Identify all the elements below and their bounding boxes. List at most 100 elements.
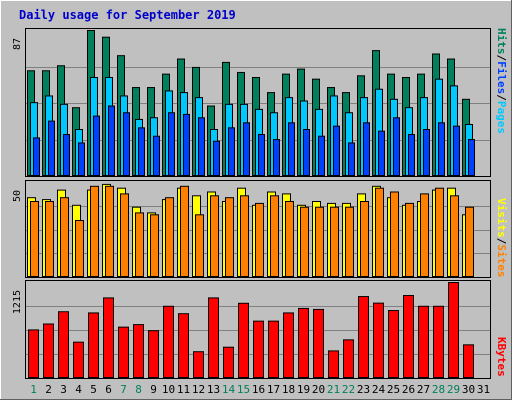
sites-bar [225, 197, 234, 277]
sites-bar [195, 214, 204, 278]
kbytes-bar [283, 312, 294, 378]
pages-bar [153, 135, 160, 176]
pages-bar [243, 122, 250, 176]
sites-bar [135, 212, 144, 277]
pages-bar [288, 122, 295, 176]
pages-bar [273, 139, 280, 176]
day-label: 20 [312, 383, 325, 396]
kbytes-bar [253, 320, 264, 378]
legend-files: Files [495, 61, 508, 94]
pages-bar [393, 117, 400, 176]
day-label: 14 [222, 383, 236, 396]
day-label: 21 [327, 383, 340, 396]
kbytes-bar [148, 330, 159, 379]
pages-bar [453, 125, 460, 176]
pages-bar [78, 142, 85, 176]
chart-title: Daily usage for September 2019 [19, 8, 236, 22]
kbytes-bar [88, 312, 99, 378]
sites-bar [375, 187, 384, 277]
day-label: 6 [105, 383, 112, 396]
sites-bar [345, 206, 354, 277]
day-label: 17 [267, 383, 280, 396]
sites-bar [450, 195, 459, 277]
sites-bar [285, 201, 294, 277]
pages-bar [423, 129, 430, 176]
pages-bar [438, 122, 445, 176]
pages-bar [318, 135, 325, 176]
day-label: 8 [135, 383, 142, 396]
sites-bar [165, 197, 174, 277]
pages-bar [168, 112, 175, 176]
day-label: 13 [207, 383, 220, 396]
day-label: 2 [45, 383, 52, 396]
pages-bar [258, 134, 265, 176]
sites-bar [300, 206, 309, 277]
pages-bar [228, 127, 235, 177]
day-labels: 1 2 3 4 5 6 7 8 9 10 11 12 13 14 15 16 17 18 19 20 21 22 23 24 2… [30, 383, 490, 396]
sites-bar [315, 206, 324, 277]
sites-bar [90, 185, 99, 277]
pages-bar [33, 137, 40, 176]
pages-bar [93, 115, 100, 176]
day-label: 5 [90, 383, 97, 396]
day-label: 23 [357, 383, 370, 396]
legend-visits: Visits [495, 198, 508, 238]
legend-sites: Sites [495, 244, 508, 277]
sites-bar [405, 202, 414, 277]
pages-bar [378, 130, 385, 176]
kbytes-bar [373, 302, 384, 378]
day-label: 27 [417, 383, 430, 396]
day-label: 16 [252, 383, 265, 396]
pages-bar [138, 127, 145, 177]
kbytes-bar [433, 305, 444, 378]
sites-bar [120, 193, 129, 277]
pages-bar [468, 139, 475, 176]
day-label: 31 [477, 383, 490, 396]
day-label: 9 [150, 383, 157, 396]
sites-bar [60, 197, 69, 277]
kbytes-bar [463, 344, 474, 378]
hits-legend: Hits/Files/Pages [495, 28, 508, 134]
pages-bar [363, 122, 370, 176]
sites-bar [435, 187, 444, 277]
kbytes-bar [178, 313, 189, 378]
sites-bar [240, 195, 249, 277]
kbytes-bar [223, 346, 234, 379]
kbytes-bar [58, 311, 69, 378]
pages-bar [48, 120, 55, 176]
kbytes-bar [343, 339, 354, 379]
kbytes-bar [448, 282, 459, 378]
pages-bar [198, 117, 205, 176]
legend-hits: Hits [495, 28, 508, 55]
kbytes-ymax-label: 1215 [12, 290, 23, 314]
sites-bar [390, 191, 399, 277]
sites-bar [270, 195, 279, 277]
kbytes-bar [313, 308, 324, 378]
sites-bar [420, 193, 429, 277]
day-label: 28 [432, 383, 445, 396]
pages-bar [408, 134, 415, 176]
day-label: 18 [282, 383, 295, 396]
sites-bar [75, 220, 84, 277]
day-label: 22 [342, 383, 355, 396]
day-label: 26 [402, 383, 415, 396]
sites-bar [150, 214, 159, 278]
kbytes-bar [418, 305, 429, 378]
day-label: 10 [162, 383, 175, 396]
kbytes-bar [403, 295, 414, 379]
sites-bar [465, 206, 474, 277]
kbytes-bar [73, 341, 84, 379]
day-label: 3 [60, 383, 67, 396]
kbytes-bar [298, 307, 309, 378]
day-label: 7 [120, 383, 127, 396]
day-label: 4 [75, 383, 82, 396]
sites-bar [255, 202, 264, 277]
sites-bar [210, 195, 219, 277]
pages-bar [63, 134, 70, 176]
kbytes-bar [163, 305, 174, 378]
kbytes-bar [133, 324, 144, 379]
visits-ymax-label: 50 [12, 190, 23, 202]
day-label: 11 [177, 383, 190, 396]
pages-bar [183, 113, 190, 176]
hits-ymax-label: 87 [12, 38, 23, 50]
